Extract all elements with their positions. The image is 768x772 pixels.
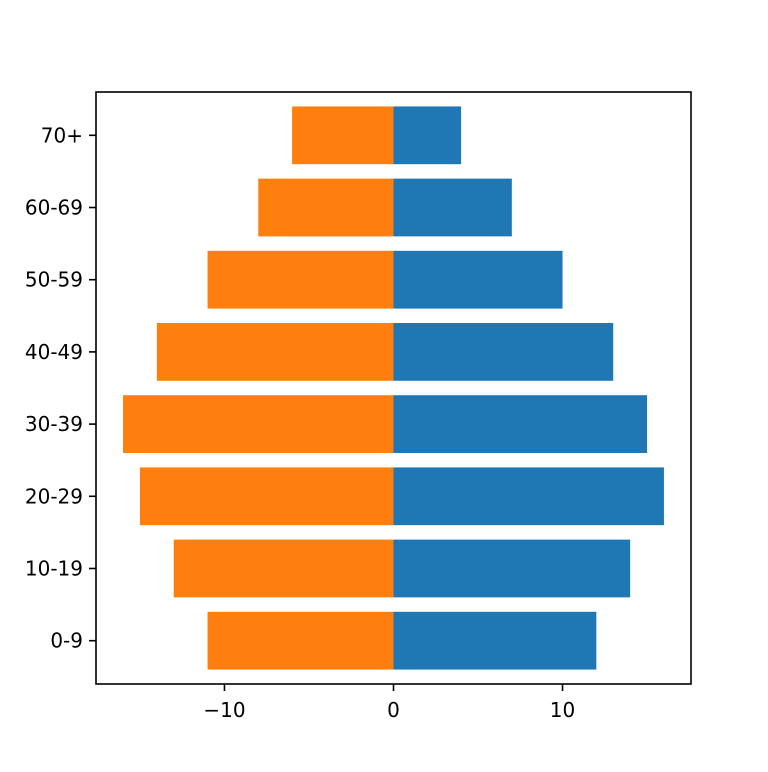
x-tick-label: 0 xyxy=(387,698,400,722)
bar-series2-0-9 xyxy=(207,611,394,670)
y-tick-label: 30-39 xyxy=(25,412,83,436)
y-tick-label: 20-29 xyxy=(25,484,83,508)
bar-series2-10-19 xyxy=(173,539,394,598)
bar-series2-30-39 xyxy=(123,395,394,453)
bar-series1-40-49 xyxy=(393,323,614,381)
y-tick-label: 0-9 xyxy=(50,629,83,653)
x-tick-label: −10 xyxy=(203,698,245,722)
y-tick-label: 40-49 xyxy=(25,340,83,364)
axes-frame xyxy=(95,91,692,685)
bar-series1-20-29 xyxy=(393,467,664,526)
bar-series2-60-69 xyxy=(258,178,394,237)
bar-series1-70+ xyxy=(393,106,462,165)
y-tick-label: 50-59 xyxy=(25,268,83,292)
ticks-layer: 0-9 10-19 20-29 30-39 40-49 50-59 60-69 70+ −10 0… xyxy=(25,123,575,722)
x-tick-label: 10 xyxy=(550,698,575,722)
y-tick-label: 10-19 xyxy=(25,556,83,580)
bar-series2-70+ xyxy=(292,106,394,165)
bar-series2-40-49 xyxy=(156,323,394,381)
bar-series2-50-59 xyxy=(207,250,394,309)
bar-series1-0-9 xyxy=(393,611,597,670)
bars-layer xyxy=(123,106,664,670)
bar-series1-50-59 xyxy=(393,250,563,309)
bar-series1-30-39 xyxy=(393,395,648,453)
y-tick-label: 70+ xyxy=(41,123,83,147)
y-tick-label: 60-69 xyxy=(25,196,83,220)
bar-series1-60-69 xyxy=(393,178,512,237)
bar-series1-10-19 xyxy=(393,539,631,598)
bar-series2-20-29 xyxy=(139,467,394,526)
